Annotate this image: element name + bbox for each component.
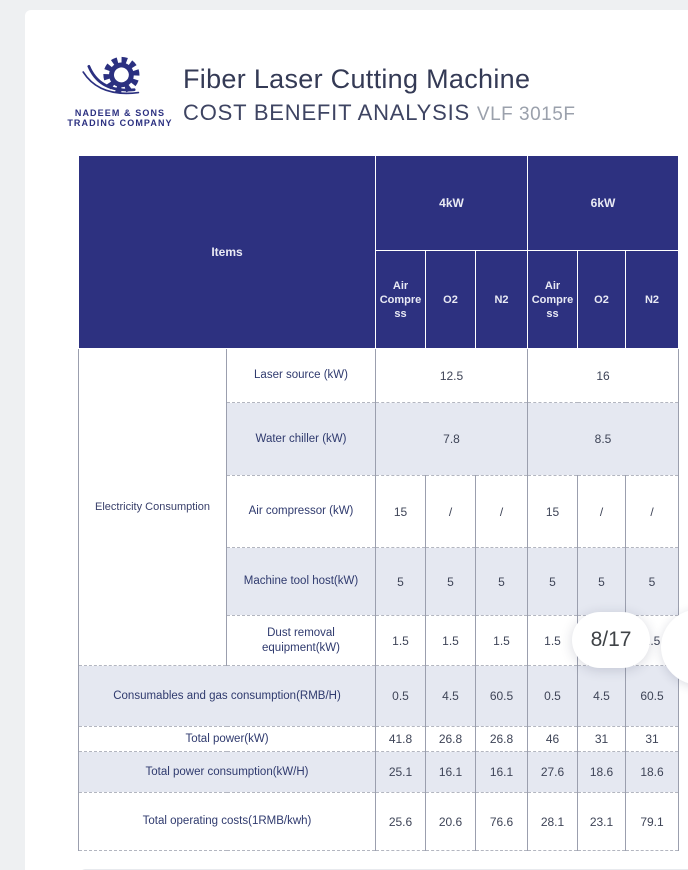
- value-cell: 5: [625, 547, 680, 616]
- row-label: Total power(kW): [77, 726, 377, 752]
- table-row: Air compressor (kW) 15 / / 15 / /: [79, 475, 680, 548]
- row-label: Laser source (kW): [225, 348, 377, 403]
- value-cell: /: [625, 475, 680, 548]
- header-titles: Fiber Laser Cutting Machine COST BENEFIT…: [183, 63, 575, 130]
- value-cell: 25.1: [375, 751, 427, 793]
- value-cell: 28.1: [527, 792, 579, 851]
- row-label: Water chiller (kW): [225, 402, 377, 476]
- value-cell: 27.6: [527, 751, 579, 793]
- value-cell: /: [475, 475, 529, 548]
- table-row: Total power consumption(kW/H) 25.1 16.1 …: [77, 751, 680, 793]
- value-cell: 1.5: [425, 615, 477, 666]
- page-indicator: 8/17: [572, 612, 650, 668]
- value-cell: 18.6: [625, 751, 680, 793]
- row-label: Machine tool host(kW): [225, 547, 377, 616]
- value-cell: 8.5: [527, 402, 680, 476]
- value-cell: 46: [527, 726, 579, 752]
- page-title: Fiber Laser Cutting Machine: [183, 64, 531, 94]
- value-cell: 7.8: [375, 402, 529, 476]
- value-cell: 1.5: [475, 615, 529, 666]
- category-cell: Electricity Consumption: [78, 348, 227, 666]
- value-cell: 76.6: [475, 792, 529, 851]
- row-label: Consumables and gas consumption(RMB/H): [77, 665, 377, 727]
- company-name-line2: TRADING COMPANY: [67, 118, 173, 128]
- table-row: Consumables and gas consumption(RMB/H) 0…: [77, 665, 680, 727]
- value-cell: 25.6: [375, 792, 427, 851]
- table-row: Total power(kW) 41.8 26.8 26.8 46 31 31: [77, 726, 680, 752]
- subcolumn-header: Air Compress: [375, 250, 427, 349]
- value-cell: 16: [527, 348, 680, 403]
- value-cell: 16.1: [475, 751, 529, 793]
- page-subtitle: COST BENEFIT ANALYSIS VLF 3015F: [183, 98, 575, 130]
- value-cell: 23.1: [577, 792, 627, 851]
- value-cell: 60.5: [475, 665, 529, 727]
- company-logo-gear-icon: [82, 56, 140, 95]
- table-row: Machine tool host(kW) 5 5 5 5 5 5: [79, 547, 680, 616]
- document-page: NADEEM & SONS TRADING COMPANY Fiber Lase…: [25, 10, 688, 870]
- value-cell: 26.8: [425, 726, 477, 752]
- value-cell: /: [425, 475, 477, 548]
- value-cell: 15: [527, 475, 579, 548]
- items-header-cell: Items: [77, 155, 377, 349]
- value-cell: 0.5: [527, 665, 579, 727]
- row-label: Total power consumption(kW/H): [77, 751, 377, 793]
- value-cell: 5: [425, 547, 477, 616]
- value-cell: /: [577, 475, 627, 548]
- page-indicator-text: 8/17: [590, 628, 632, 651]
- value-cell: 41.8: [375, 726, 427, 752]
- cost-benefit-table: Items 4kW 6kW Air Compress O2 N2 Air Com…: [77, 155, 680, 851]
- table-row: Total operating costs(1RMB/kwh) 25.6 20.…: [77, 792, 680, 851]
- subcolumn-header: Air Compress: [527, 250, 579, 349]
- value-cell: 1.5: [375, 615, 427, 666]
- value-cell: 0.5: [375, 665, 427, 727]
- value-cell: 18.6: [577, 751, 627, 793]
- row-label: Total operating costs(1RMB/kwh): [77, 792, 377, 851]
- value-cell: 4.5: [577, 665, 627, 727]
- company-brand: NADEEM & SONS TRADING COMPANY: [63, 48, 177, 128]
- value-cell: 4.5: [425, 665, 477, 727]
- value-cell: 12.5: [375, 348, 529, 403]
- value-cell: 16.1: [425, 751, 477, 793]
- subtitle-text: COST BENEFIT ANALYSIS: [183, 100, 470, 125]
- value-cell: 5: [527, 547, 579, 616]
- subcolumn-header: N2: [625, 250, 680, 349]
- table-row: Electricity Consumption Laser source (kW…: [78, 348, 680, 666]
- group-header-4kw: 4kW: [375, 155, 529, 251]
- subcolumn-header: O2: [577, 250, 627, 349]
- value-cell: 26.8: [475, 726, 529, 752]
- value-cell: 5: [475, 547, 529, 616]
- value-cell: 20.6: [425, 792, 477, 851]
- model-number: VLF 3015F: [476, 104, 576, 125]
- table-row: Dust removal equipment(kW) 1.5 1.5 1.5 1…: [79, 615, 680, 666]
- row-label: Air compressor (kW): [225, 475, 377, 548]
- value-cell: 31: [577, 726, 627, 752]
- value-cell: 15: [375, 475, 427, 548]
- value-cell: 5: [375, 547, 427, 616]
- value-cell: 79.1: [625, 792, 680, 851]
- subcolumn-header: N2: [475, 250, 529, 349]
- value-cell: 5: [577, 547, 627, 616]
- company-name-line1: NADEEM & SONS: [74, 108, 166, 118]
- row-label: Dust removal equipment(kW): [225, 615, 377, 666]
- group-header-6kw: 6kW: [527, 155, 680, 251]
- value-cell: 60.5: [625, 665, 680, 727]
- value-cell: 31: [625, 726, 680, 752]
- subcolumn-header: O2: [425, 250, 477, 349]
- value-cell: 1.5: [527, 615, 579, 666]
